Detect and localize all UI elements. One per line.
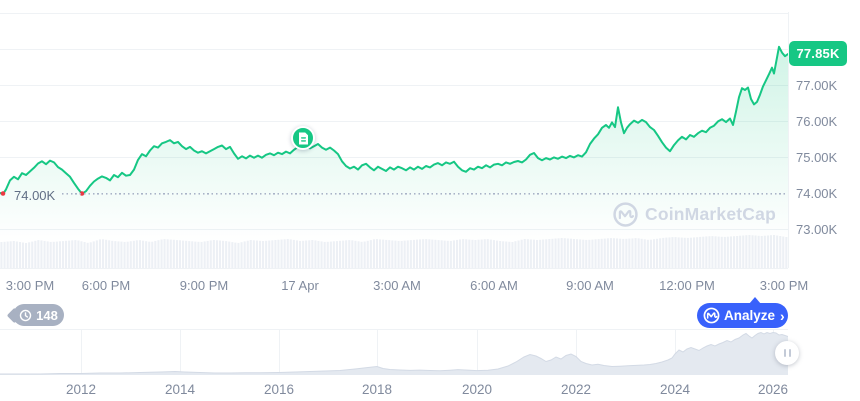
year-tick-label: 2016: [263, 382, 295, 397]
price-line-chart: [0, 45, 788, 268]
analyze-button-pointer: [749, 297, 761, 304]
price-chart-plot-area[interactable]: 74.00K CoinMarketCap: [0, 0, 789, 270]
brush-area-fill: [0, 332, 788, 375]
gridline: [0, 49, 788, 50]
open-price-label: 74.00K: [14, 188, 56, 203]
price-tick-label: 75.00K: [796, 150, 838, 165]
time-tick-label: 17 Apr: [281, 278, 319, 293]
brush-area-outline: [0, 331, 788, 375]
year-tick-label: 2014: [164, 382, 196, 397]
time-tick-label: 3:00 PM: [759, 278, 809, 293]
brush-top-border: [0, 329, 788, 330]
events-count: 148: [36, 307, 58, 323]
brush-gridline: [377, 330, 378, 375]
brush-range-handle[interactable]: [775, 341, 799, 365]
brush-gridline: [675, 330, 676, 375]
price-tick-label: 73.00K: [796, 222, 838, 237]
time-tick-label: 3:00 AM: [373, 278, 421, 293]
brush-gridline: [279, 330, 280, 375]
chevron-right-icon: ›: [780, 307, 785, 324]
news-document-icon: [297, 132, 309, 145]
year-tick-label: 2026: [757, 382, 789, 397]
pause-icon: [788, 349, 791, 357]
events-count-badge[interactable]: 148: [6, 304, 64, 326]
news-annotation-marker[interactable]: [291, 126, 315, 150]
time-tick-label: 3:00 PM: [5, 278, 55, 293]
coinmarketcap-logo-icon: [703, 307, 720, 324]
brush-gridline: [576, 330, 577, 375]
year-tick-label: 2020: [461, 382, 493, 397]
clock-history-icon: [19, 309, 32, 322]
analyze-button[interactable]: Analyze ›: [697, 297, 788, 328]
price-tick-label: 76.00K: [796, 114, 838, 129]
price-tick-label: 77.00K: [796, 78, 838, 93]
pause-icon: [783, 349, 786, 357]
year-tick-label: 2022: [560, 382, 592, 397]
time-tick-label: 6:00 PM: [81, 278, 131, 293]
coinmarketcap-logo-icon: [613, 202, 638, 227]
watermark-text: CoinMarketCap: [645, 204, 776, 224]
brush-gridline: [477, 330, 478, 375]
time-tick-label: 6:00 AM: [470, 278, 518, 293]
last-price-badge: 77.85K: [789, 41, 847, 66]
year-tick-label: 2012: [65, 382, 97, 397]
brush-gridline: [180, 330, 181, 375]
gridline: [0, 85, 788, 86]
gridline: [0, 157, 788, 158]
price-line: [0, 45, 788, 196]
plot-right-border: [788, 12, 789, 268]
below-open-marker: [0, 191, 6, 196]
watermark: CoinMarketCap: [613, 202, 776, 227]
open-price-dotted-line: [62, 193, 788, 195]
analyze-label: Analyze: [724, 308, 776, 323]
price-tick-label: 74.00K: [796, 186, 838, 201]
gridline: [0, 13, 788, 14]
year-tick-label: 2018: [361, 382, 393, 397]
time-tick-label: 12:00 PM: [659, 278, 715, 293]
year-tick-label: 2024: [659, 382, 691, 397]
plot-bottom-border: [0, 268, 788, 269]
brush-gridline: [81, 330, 82, 375]
all-time-brush-chart[interactable]: [0, 329, 788, 377]
time-tick-label: 9:00 PM: [179, 278, 229, 293]
time-tick-label: 9:00 AM: [566, 278, 614, 293]
gridline: [0, 121, 788, 122]
